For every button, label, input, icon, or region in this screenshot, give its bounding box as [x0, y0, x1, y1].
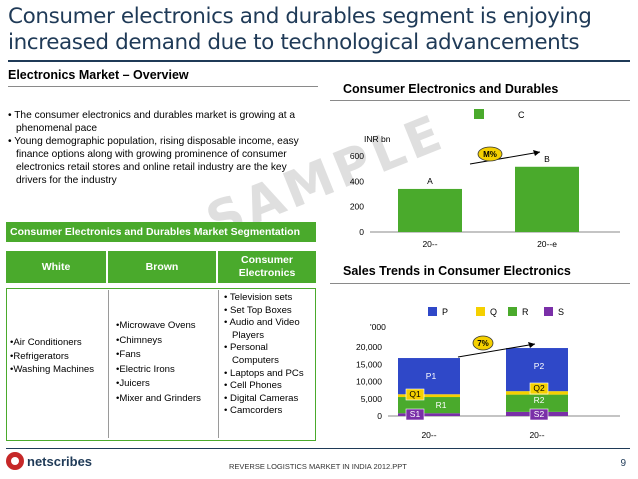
chart2-y-tick: 10,000 — [356, 377, 382, 387]
segment-item: •Fans — [116, 349, 141, 361]
chart1-legend-swatch — [474, 109, 484, 119]
chart1-y-tick: 600 — [350, 151, 364, 161]
chart2-segment-label: Q2 — [533, 383, 545, 393]
chart2-segment-label: S1 — [410, 409, 421, 419]
chart1-bar — [515, 166, 579, 232]
segment-item: •Mixer and Grinders — [116, 392, 201, 404]
segment-item: •Chimneys — [116, 334, 163, 346]
segment-item: • Television sets — [224, 292, 293, 303]
chart1-data-label: B — [544, 154, 550, 164]
slide-title: Consumer electronics and durables segmen… — [8, 4, 592, 55]
chart2-bar-segment — [398, 413, 460, 416]
chart2-bar-segment — [398, 358, 460, 395]
overview-bullet: • The consumer electronics and durables … — [8, 110, 296, 134]
chart1-growth-label: M% — [483, 150, 497, 159]
consumer-electronics-bar-chart: INR bn 0 200 400 600 A 20-- B 20--e C M% — [350, 109, 620, 249]
segment-column-white: •Air Conditioners •Refrigerators •Washin… — [10, 336, 108, 377]
chart2-segment-label: P1 — [426, 371, 437, 381]
chart1-data-label: A — [427, 176, 433, 186]
segment-column-consumer-electronics: • Television sets • Set Top Boxes • Audi… — [224, 292, 314, 418]
chart2-legend-swatch — [428, 307, 437, 316]
segment-header-brown: Brown — [108, 251, 216, 283]
overview-heading: Electronics Market – Overview — [8, 68, 189, 82]
chart2-legend-label: Q — [490, 307, 497, 317]
segment-item: • Digital Cameras — [224, 392, 299, 404]
segment-item: •Electric Irons — [116, 363, 175, 375]
chart2-growth-badge — [472, 335, 494, 351]
chart2-x-tick: 20-- — [529, 430, 544, 440]
chart2-label-box — [529, 408, 549, 421]
column-divider — [108, 290, 109, 438]
netscribes-logo: netscribes — [6, 452, 92, 470]
chart2-segment-label: P2 — [534, 361, 545, 371]
segment-item: • Camcorders — [224, 405, 283, 417]
segment-header-consumer-electronics: Consumer Electronics — [218, 251, 316, 283]
title-rule — [8, 60, 630, 62]
chart1-y-tick: 200 — [350, 202, 364, 212]
chart2-y-tick: 5,000 — [361, 394, 383, 404]
footer-text: REVERSE LOGISTICS MARKET IN INDIA 2012.P… — [229, 462, 407, 471]
chart1-legend-label: C — [518, 110, 525, 120]
chart2-segment-label: S2 — [534, 409, 545, 419]
chart1-y-tick: 0 — [359, 227, 364, 237]
logo-mark-icon — [6, 452, 24, 470]
chart1-bar — [398, 188, 462, 232]
chart2-ylabel: '000 — [370, 322, 386, 332]
chart2-segment-label: Q1 — [409, 389, 421, 399]
segmentation-box — [6, 288, 316, 441]
overview-underline — [8, 86, 318, 87]
chart1-y-tick: 400 — [350, 176, 364, 186]
chart2-label-box — [405, 388, 425, 401]
overview-bullet: • Young demographic population, rising d… — [8, 136, 299, 186]
chart2-legend-label: P — [442, 307, 448, 317]
chart2-segment-label: R2 — [534, 395, 545, 405]
chart2-legend-label: R — [522, 307, 529, 317]
chart2-arrow-head — [528, 342, 535, 348]
column-divider — [218, 290, 219, 438]
chart2-legend-swatch — [544, 307, 553, 316]
chart2-y-tick: 15,000 — [356, 359, 382, 369]
chart2-bar-segment — [398, 394, 460, 398]
segment-item: • Personal Computers — [224, 342, 279, 366]
footer-rule — [6, 448, 630, 449]
chart2-heading: Sales Trends in Consumer Electronics — [343, 264, 571, 278]
segment-item: •Air Conditioners — [10, 337, 82, 348]
chart2-bar-segment — [506, 394, 568, 412]
chart2-y-tick: 20,000 — [356, 342, 382, 352]
chart1-growth-badge — [477, 146, 503, 162]
overview-bullets: • The consumer electronics and durables … — [8, 109, 308, 187]
segment-item: • Laptops and PCs — [224, 367, 304, 379]
chart1-underline — [330, 100, 630, 101]
segmentation-heading: Consumer Electronics and Durables Market… — [6, 222, 316, 242]
sales-trend-stacked-chart: '000 0 5,000 10,000 15,000 20,000 20-- 20-- S1… — [356, 307, 620, 440]
chart1-arrow-head — [533, 150, 540, 156]
chart2-label-box — [405, 408, 425, 421]
chart2-legend-swatch — [476, 307, 485, 316]
segment-item: •Juicers — [116, 378, 150, 390]
segment-item: •Microwave Ovens — [116, 320, 196, 331]
chart1-ylabel: INR bn — [364, 134, 391, 144]
segment-item: • Audio and Video Players — [224, 317, 300, 341]
chart2-segment-label: R1 — [436, 400, 447, 410]
chart2-underline — [330, 283, 630, 284]
chart2-trend-arrow — [457, 343, 536, 358]
chart1-heading: Consumer Electronics and Durables — [343, 82, 559, 96]
logo-text: netscribes — [27, 453, 93, 469]
chart2-legend-swatch — [508, 307, 517, 316]
chart2-y-tick: 0 — [377, 411, 382, 421]
segment-item: • Set Top Boxes — [224, 304, 292, 316]
segment-item: •Refrigerators — [10, 350, 69, 362]
chart2-x-tick: 20-- — [421, 430, 436, 440]
chart1-trend-arrow — [469, 151, 541, 165]
chart2-growth-label: 7% — [477, 339, 489, 348]
segment-header-white: White — [6, 251, 106, 283]
chart1-x-tick: 20--e — [537, 239, 557, 249]
page-number: 9 — [620, 458, 626, 469]
chart2-label-box — [529, 382, 549, 395]
segment-item: • Cell Phones — [224, 380, 282, 392]
segment-column-brown: •Microwave Ovens •Chimneys •Fans •Electr… — [116, 319, 218, 407]
chart2-legend-label: S — [558, 307, 564, 317]
chart1-x-tick: 20-- — [422, 239, 437, 249]
segment-item: •Washing Machines — [10, 364, 95, 376]
